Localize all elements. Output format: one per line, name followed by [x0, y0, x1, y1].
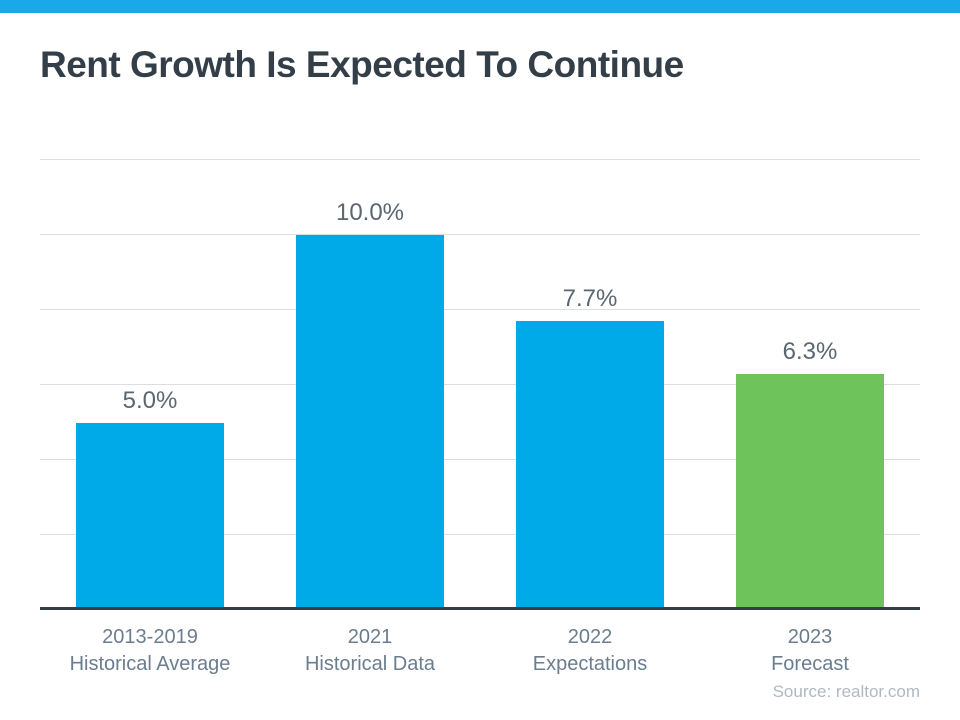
bar-slot: 6.3%: [700, 160, 920, 610]
x-axis-label-line: Expectations: [532, 653, 648, 675]
x-axis-label-line: 2022: [567, 626, 613, 648]
bar-slot: 10.0%: [260, 160, 480, 610]
gridline: [40, 384, 920, 385]
x-axis-labels: 2013-2019 Historical Average 2021 Historica…: [40, 624, 920, 678]
bar: [296, 235, 444, 610]
gridline: [40, 309, 920, 311]
bar-value-label: 6.3%: [782, 337, 838, 365]
chart-plot-area: 5.0% 10.0% 7.7% 6.3%: [40, 159, 920, 610]
gridline: [40, 234, 920, 235]
top-accent-bar: [0, 0, 960, 13]
bar-value-label: 5.0%: [122, 386, 178, 414]
bar-value-label: 7.7%: [562, 285, 618, 313]
bar-slot: 5.0%: [40, 160, 260, 610]
x-axis-label-line: 2021: [347, 626, 393, 648]
bar-slot: 7.7%: [480, 160, 700, 610]
gridline: [40, 534, 920, 536]
x-axis-label-line: Historical Average: [69, 653, 231, 675]
x-axis-label: 2021 Historical Data: [260, 624, 480, 678]
x-axis-label: 2023 Forecast: [700, 624, 920, 678]
bar: [516, 321, 664, 610]
x-axis-label: 2022 Expectations: [480, 624, 700, 678]
bar: [736, 373, 884, 610]
source-attribution: Source: realtor.com: [772, 682, 920, 701]
bar: [76, 422, 224, 610]
bar-value-label: 10.0%: [335, 199, 405, 226]
gridline: [40, 159, 920, 160]
x-axis-label-line: Forecast: [771, 653, 849, 675]
x-axis-label-line: Historical Data: [304, 653, 436, 675]
x-axis-label-line: 2023: [787, 626, 833, 648]
page-title: Rent Growth Is Expected To Continue: [40, 44, 684, 85]
bars-container: 5.0% 10.0% 7.7% 6.3%: [40, 160, 920, 610]
x-axis-line: [40, 607, 920, 610]
x-axis-label: 2013-2019 Historical Average: [40, 624, 260, 678]
x-axis-label-line: 2013-2019: [102, 626, 198, 648]
gridline: [40, 459, 920, 461]
